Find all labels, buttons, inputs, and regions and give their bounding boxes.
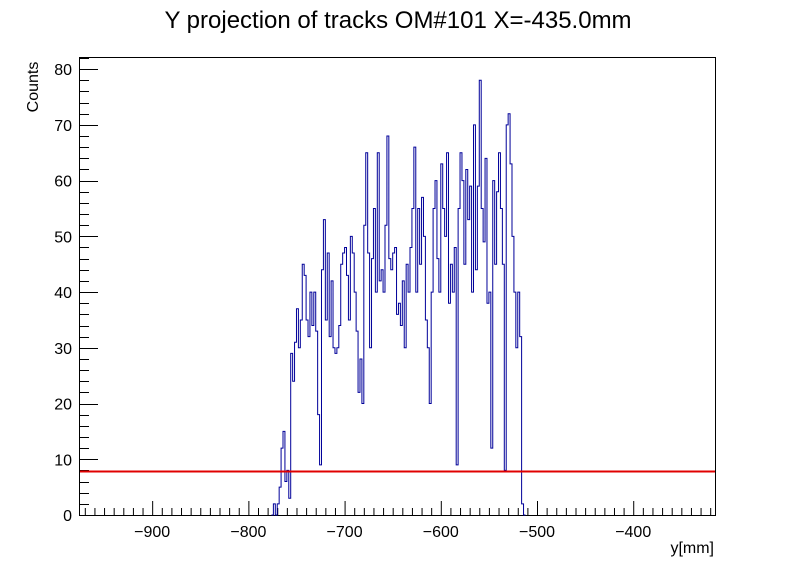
y-tick-label: 70 <box>54 118 72 135</box>
histogram-series <box>271 79 526 516</box>
y-tick-label: 80 <box>54 62 72 79</box>
x-axis-label: y[mm] <box>670 540 714 557</box>
y-tick-label: 40 <box>54 285 72 302</box>
y-tick-label: 20 <box>54 397 72 414</box>
chart-title: Y projection of tracks OM#101 X=-435.0mm <box>164 7 631 34</box>
x-tick-label: −700 <box>327 524 363 541</box>
x-tick-label: −500 <box>519 524 555 541</box>
x-tick-label: −800 <box>230 524 266 541</box>
y-tick-label: 0 <box>63 508 72 525</box>
y-tick-label: 30 <box>54 341 72 358</box>
axis-tick-labels: −900 −800 −700 −600 −500 −400 0 10 20 30 40 50 60 70 8… <box>54 62 651 541</box>
y-tick-label: 60 <box>54 174 72 191</box>
y-tick-label: 10 <box>54 452 72 469</box>
x-tick-label: −400 <box>615 524 651 541</box>
axis-ticks <box>80 58 712 516</box>
y-tick-label: 50 <box>54 229 72 246</box>
y-axis-label: Counts <box>25 62 42 113</box>
x-tick-label: −900 <box>134 524 170 541</box>
x-tick-label: −600 <box>423 524 459 541</box>
plot-frame <box>79 57 716 516</box>
